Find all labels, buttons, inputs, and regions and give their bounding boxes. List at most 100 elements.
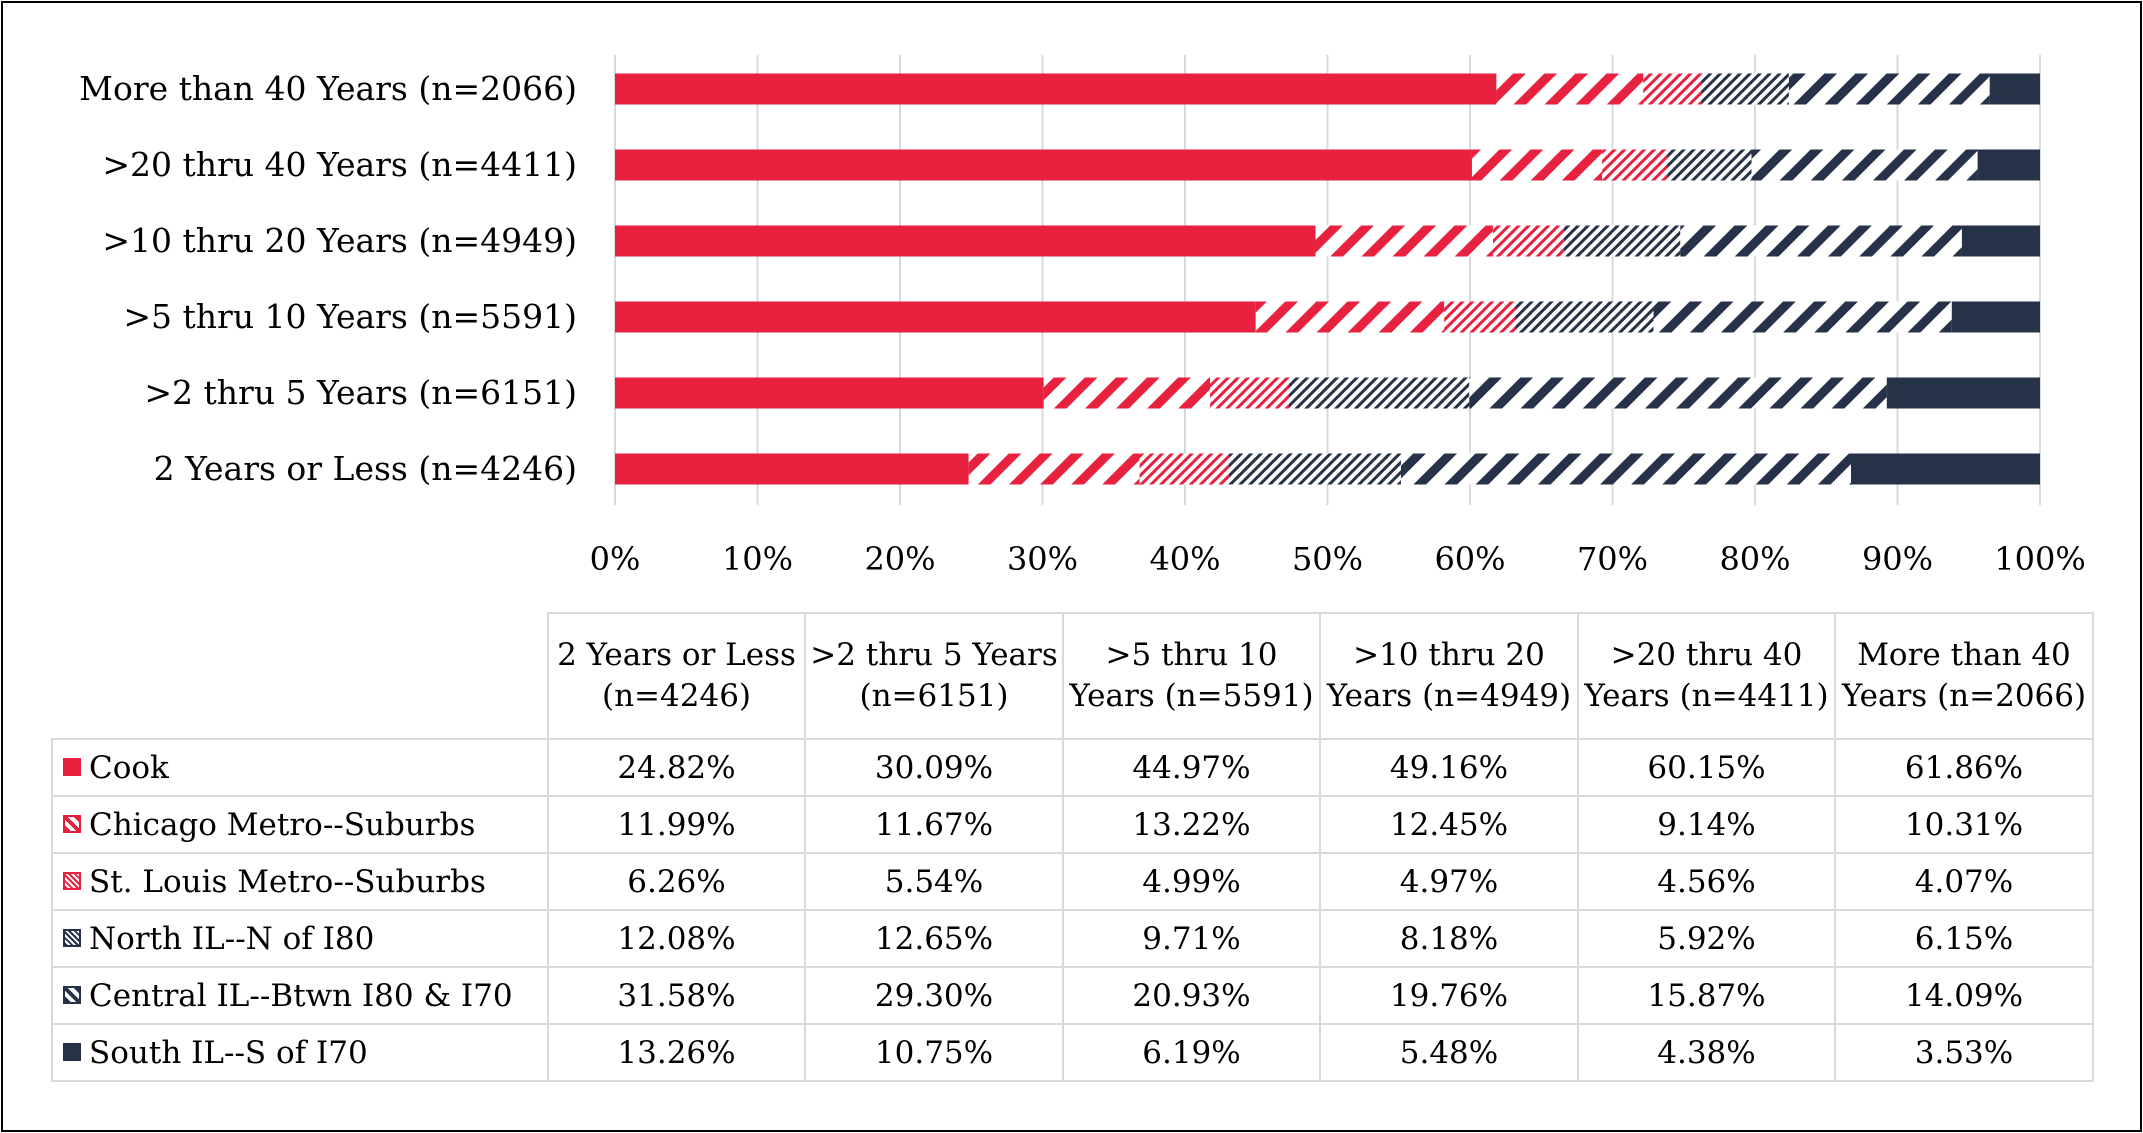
table-cell: 10.75%: [804, 1023, 1064, 1082]
bar-segment: [1643, 73, 1702, 105]
legend-label: Cook: [89, 749, 169, 786]
bar-segment: [1228, 453, 1401, 485]
bar-segment: [615, 225, 1316, 257]
stacked-bar-chart: More than 40 Years (n=2066) >20 thru 40 Y…: [79, 55, 2086, 578]
table-cell: 15.87%: [1577, 966, 1836, 1025]
x-tick-label: 10%: [722, 540, 793, 578]
table-cell: 12.65%: [804, 909, 1064, 968]
category-label: >5 thru 10 Years (n=5591): [123, 297, 577, 336]
bar-segment: [1977, 149, 2040, 181]
table-cell: 9.71%: [1062, 909, 1321, 968]
table-header-cell: >20 thru 40 Years (n=4411): [1577, 612, 1836, 740]
bar-segment: [1701, 73, 1789, 105]
table-cell: 4.07%: [1834, 852, 2094, 911]
table-cell: 29.30%: [804, 966, 1064, 1025]
table-cell: 20.93%: [1062, 966, 1321, 1025]
table-cell: 44.97%: [1062, 738, 1321, 797]
table-row-label-cell: Chicago Metro--Suburbs: [51, 795, 549, 854]
category-label: >2 thru 5 Years (n=6151): [144, 373, 577, 412]
table-cell: 24.82%: [547, 738, 806, 797]
gridlines: [614, 55, 2041, 505]
x-tick-label: 80%: [1719, 540, 1790, 578]
table-header-row: 2 Years or Less (n=4246) >2 thru 5 Years…: [52, 612, 2094, 740]
table-cell: 4.97%: [1319, 852, 1579, 911]
bar-segment: [968, 453, 1140, 485]
category-label: >10 thru 20 Years (n=4949): [102, 221, 577, 260]
bar-segment: [1043, 377, 1211, 409]
table-cell: 11.67%: [804, 795, 1064, 854]
table-row-label-cell: St. Louis Metro--Suburbs: [51, 852, 549, 911]
bar-segment: [1139, 453, 1229, 485]
legend-label: South IL--S of I70: [89, 1034, 368, 1071]
bar-segment: [615, 73, 1497, 105]
table-header-cell: More than 40 Years (n=2066): [1834, 612, 2094, 740]
table-row: Cook 24.82% 30.09% 44.97% 49.16% 60.15% 61.86%: [51, 738, 2094, 797]
category-labels: More than 40 Years (n=2066) >20 thru 40 Y…: [79, 69, 577, 488]
legend-key-swatch: [63, 929, 81, 947]
table-cell: 5.48%: [1319, 1023, 1579, 1082]
table-cell: 13.26%: [547, 1023, 806, 1082]
bar-segment: [1680, 225, 1962, 257]
table-row-label-cell: Cook: [51, 738, 549, 797]
legend-key-swatch: [63, 1043, 81, 1061]
bar-segment: [1951, 301, 2040, 333]
table-cell: 14.09%: [1834, 966, 2094, 1025]
table-cell: 4.56%: [1577, 852, 1836, 911]
bar-segment: [1210, 377, 1290, 409]
table-row-label-cell: North IL--N of I80: [51, 909, 549, 968]
table-cell: 49.16%: [1319, 738, 1579, 797]
table-cell: 4.99%: [1062, 852, 1321, 911]
bar-segment: [1469, 377, 1887, 409]
bar-segment: [1255, 301, 1445, 333]
category-label: 2 Years or Less (n=4246): [154, 449, 577, 488]
bar-segment: [1444, 301, 1516, 333]
legend-key-swatch: [63, 986, 81, 1004]
bar-segment: [1496, 73, 1644, 105]
bar-segment: [615, 149, 1472, 181]
legend-key-swatch: [63, 758, 81, 776]
table-row: Chicago Metro--Suburbs 11.99% 11.67% 13.22%…: [51, 795, 2094, 854]
legend-key-swatch: [63, 872, 81, 890]
legend-label: North IL--N of I80: [89, 920, 375, 957]
x-tick-label: 60%: [1434, 540, 1505, 578]
table-cell: 12.45%: [1319, 795, 1579, 854]
x-axis-tick-labels: 0% 10% 20% 30% 40% 50% 60% 70% 80% 90% 100%: [590, 540, 2086, 578]
table-cell: 31.58%: [547, 966, 806, 1025]
table-row: St. Louis Metro--Suburbs 6.26% 5.54% 4.99% 4…: [51, 852, 2094, 911]
table-row-label-cell: Central IL--Btwn I80 & I70: [51, 966, 549, 1025]
table-corner: [52, 613, 549, 740]
table-cell: 6.15%: [1834, 909, 2094, 968]
legend-label: St. Louis Metro--Suburbs: [89, 863, 486, 900]
x-tick-label: 70%: [1577, 540, 1648, 578]
legend-label: Central IL--Btwn I80 & I70: [89, 977, 513, 1014]
table-cell: 4.38%: [1577, 1023, 1836, 1082]
bar-segment: [1961, 225, 2040, 257]
bar-segment: [1851, 453, 2040, 485]
bar-segment: [1602, 149, 1668, 181]
table-cell: 6.26%: [547, 852, 806, 911]
table-row: South IL--S of I70 13.26% 10.75% 6.19% 5.48%…: [51, 1023, 2094, 1082]
table-row-label-cell: South IL--S of I70: [51, 1023, 549, 1082]
x-tick-label: 0%: [590, 540, 641, 578]
table-cell: 5.54%: [804, 852, 1064, 911]
bar-segment: [1471, 149, 1603, 181]
table-header-cell: >10 thru 20 Years (n=4949): [1319, 612, 1579, 740]
bar-segment: [1788, 73, 1990, 105]
table-cell: 60.15%: [1577, 738, 1836, 797]
category-label: More than 40 Years (n=2066): [79, 69, 577, 108]
x-tick-label: 100%: [1994, 540, 2085, 578]
bar-segment: [615, 453, 969, 485]
table-row: Central IL--Btwn I80 & I70 31.58% 29.30% 20…: [51, 966, 2094, 1025]
table-cell: 8.18%: [1319, 909, 1579, 968]
bar-segment: [1515, 301, 1654, 333]
table-header-cell: >5 thru 10 Years (n=5591): [1062, 612, 1321, 740]
table-cell: 6.19%: [1062, 1023, 1321, 1082]
table-cell: 11.99%: [547, 795, 806, 854]
bar-segment: [1989, 73, 2040, 105]
x-tick-label: 30%: [1007, 540, 1078, 578]
table-row: North IL--N of I80 12.08% 12.65% 9.71% 8.18%…: [51, 909, 2094, 968]
legend-key-swatch: [63, 815, 81, 833]
bar-segment: [1289, 377, 1470, 409]
table-cell: 12.08%: [547, 909, 806, 968]
data-table: 2 Years or Less (n=4246) >2 thru 5 Years…: [51, 612, 2094, 1082]
